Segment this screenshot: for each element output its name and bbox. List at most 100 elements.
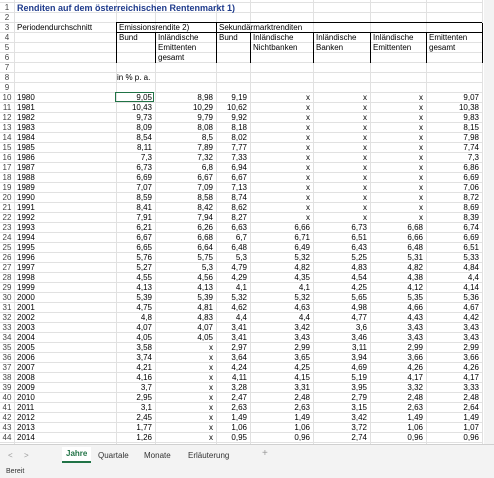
row-gridline — [0, 362, 482, 363]
value-cell: x — [363, 113, 367, 122]
row-number: 21 — [2, 203, 12, 212]
year-cell: 2007 — [17, 363, 35, 372]
year-cell: 2009 — [17, 383, 35, 392]
sheet-tabs: < > + Jahre Quartale Monate Erläuterung — [0, 444, 494, 467]
value-cell: 5,32 — [294, 293, 310, 302]
value-cell: 4,4 — [298, 313, 310, 322]
value-cell: 6,51 — [463, 243, 479, 252]
col-gridline — [482, 0, 483, 444]
value-cell: x — [363, 173, 367, 182]
value-cell: x — [419, 93, 423, 102]
value-cell: 3,41 — [231, 333, 247, 342]
row-number: 41 — [2, 403, 12, 412]
value-cell: 8,5 — [201, 133, 213, 142]
value-cell: 4,8 — [140, 313, 152, 322]
nav-prev[interactable]: < — [8, 451, 13, 460]
row-number: 12 — [2, 113, 12, 122]
value-cell: 1,49 — [463, 413, 479, 422]
sheet-tab[interactable]: Erläuterung — [188, 451, 230, 460]
column-header: Bund — [119, 33, 138, 42]
scrollbar[interactable] — [484, 0, 494, 444]
year-cell: 2000 — [17, 293, 35, 302]
status-bar: Bereit — [0, 466, 494, 478]
column-header: Bund — [219, 33, 238, 42]
value-cell: 0,96 — [294, 433, 310, 442]
value-cell: 1,49 — [294, 413, 310, 422]
value-cell: 9,19 — [231, 93, 247, 102]
value-cell: 6,68 — [197, 233, 213, 242]
row-number: 4 — [4, 33, 10, 42]
sheet-tab[interactable]: Quartale — [98, 451, 129, 460]
value-cell: 4,24 — [231, 363, 247, 372]
year-cell: 1982 — [17, 113, 35, 122]
value-cell: 6,67 — [197, 173, 213, 182]
value-cell: x — [363, 213, 367, 222]
add-sheet[interactable]: + — [262, 448, 268, 459]
row-gridline — [0, 312, 482, 313]
value-cell: 10,29 — [192, 103, 213, 112]
col-gridline — [14, 0, 15, 444]
value-cell: 5,33 — [463, 253, 479, 262]
value-cell: 5,32 — [294, 253, 310, 262]
value-cell: 8,18 — [231, 123, 247, 132]
value-cell: 7,07 — [136, 183, 152, 192]
row-number: 9 — [4, 83, 10, 92]
value-cell: 1,77 — [136, 423, 152, 432]
value-cell: 9,83 — [463, 113, 479, 122]
row-number: 23 — [2, 223, 12, 232]
col-gridline — [116, 0, 117, 444]
row-gridline — [0, 282, 482, 283]
value-cell: 1,06 — [407, 423, 423, 432]
header-border — [116, 23, 117, 63]
value-cell: 2,63 — [407, 403, 423, 412]
row-gridline — [0, 332, 482, 333]
value-cell: 8,69 — [463, 203, 479, 212]
value-cell: 4,62 — [231, 303, 247, 312]
row-gridline — [0, 432, 482, 433]
value-cell: 6,86 — [463, 163, 479, 172]
value-cell: 2,64 — [463, 403, 479, 412]
value-cell: 3,32 — [407, 383, 423, 392]
value-cell: 6,69 — [463, 233, 479, 242]
value-cell: x — [419, 123, 423, 132]
value-cell: 5,35 — [407, 293, 423, 302]
year-cell: 1990 — [17, 193, 35, 202]
value-cell: 2,63 — [294, 403, 310, 412]
value-cell: 3,66 — [407, 353, 423, 362]
value-cell: 4,17 — [463, 373, 479, 382]
value-cell: 3,72 — [351, 423, 367, 432]
value-cell: x — [363, 153, 367, 162]
row-gridline — [0, 392, 482, 393]
value-cell: 10,62 — [226, 103, 247, 112]
value-cell: 6,69 — [136, 173, 152, 182]
sheet-tab[interactable]: Monate — [144, 451, 171, 460]
value-cell: x — [306, 123, 310, 132]
value-cell: x — [419, 113, 423, 122]
value-cell: 8,74 — [231, 193, 247, 202]
value-cell: 4,05 — [197, 333, 213, 342]
value-cell: 3,11 — [352, 343, 367, 352]
value-cell: 7,09 — [197, 183, 213, 192]
value-cell: 1,06 — [231, 423, 247, 432]
row-number: 27 — [2, 263, 12, 272]
row-gridline — [0, 272, 482, 273]
value-cell: 0,96 — [407, 433, 423, 442]
value-cell: 3,46 — [351, 333, 367, 342]
row-number: 32 — [2, 313, 12, 322]
value-cell: 4,54 — [351, 273, 367, 282]
row-gridline — [0, 212, 482, 213]
selected-cell[interactable] — [115, 92, 154, 102]
row-number: 43 — [2, 423, 12, 432]
value-cell: 4,26 — [407, 363, 423, 372]
row-number: 11 — [2, 103, 12, 112]
value-cell: 8,42 — [197, 203, 213, 212]
value-cell: 2,48 — [463, 393, 479, 402]
nav-next[interactable]: > — [24, 451, 29, 460]
value-cell: 1,07 — [463, 423, 479, 432]
row-number: 15 — [2, 143, 12, 152]
sheet-tab[interactable]: Jahre — [62, 447, 92, 463]
value-cell: x — [363, 203, 367, 212]
value-cell: 7,32 — [197, 153, 213, 162]
row-number: 40 — [2, 393, 12, 402]
row-gridline — [0, 42, 482, 43]
